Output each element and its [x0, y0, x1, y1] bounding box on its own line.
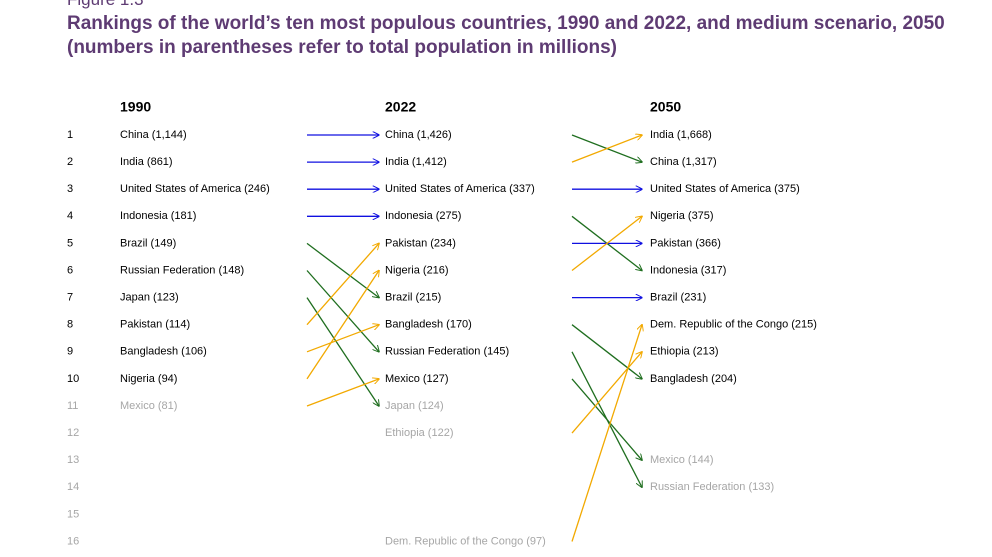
country-entry: Pakistan (234) — [385, 237, 456, 249]
column-header-1990: 1990 — [120, 99, 151, 115]
country-entry: China (1,144) — [120, 129, 187, 141]
rank-change-arrow — [571, 135, 642, 163]
rank-number: 2 — [67, 156, 73, 168]
country-entry: United States of America (246) — [120, 183, 270, 195]
country-entry: Mexico (127) — [385, 373, 449, 385]
rank-change-arrow — [306, 270, 379, 352]
country-entry: Indonesia (275) — [385, 210, 461, 222]
country-entry: Bangladesh (170) — [385, 319, 472, 331]
rank-number: 5 — [67, 237, 73, 249]
rank-number: 7 — [67, 292, 73, 304]
chart-title: Rankings of the world’s ten most populou… — [67, 13, 945, 58]
country-entry: Indonesia (181) — [120, 210, 196, 222]
rank-number: 8 — [67, 319, 73, 331]
rank-number: 3 — [67, 183, 73, 195]
rank-change-arrow — [306, 242, 379, 297]
rank-number: 15 — [67, 508, 79, 520]
country-entry: Brazil (231) — [650, 292, 706, 304]
country-entry: China (1,317) — [650, 156, 717, 168]
rank-number: 11 — [67, 400, 78, 412]
rank-change-arrow — [306, 271, 379, 380]
rank-number: 9 — [67, 346, 73, 358]
country-entry: Russian Federation (133) — [650, 481, 774, 493]
country-entry: Indonesia (317) — [650, 264, 726, 276]
country-entry: Pakistan (114) — [120, 319, 190, 331]
country-entry: Bangladesh (204) — [650, 373, 737, 385]
rank-change-arrow — [571, 378, 642, 460]
country-entry: Ethiopia (213) — [650, 346, 719, 358]
country-entry: India (1,412) — [385, 156, 447, 168]
country-entry: Russian Federation (148) — [120, 264, 244, 276]
country-entry: Dem. Republic of the Congo (215) — [650, 319, 817, 331]
rank-change-arrow — [306, 325, 379, 353]
column-header-2022: 2022 — [385, 99, 416, 115]
country-entry: United States of America (337) — [385, 183, 535, 195]
country-entry: Brazil (149) — [120, 237, 176, 249]
country-entry: Dem. Republic of the Congo (97) — [385, 535, 546, 547]
country-entry: Japan (123) — [120, 292, 179, 304]
rank-number: 16 — [67, 535, 79, 547]
country-entry: Nigeria (94) — [120, 373, 177, 385]
country-entry: Nigeria (375) — [650, 210, 714, 222]
rank-number: 14 — [67, 481, 79, 493]
country-entry: Brazil (215) — [385, 292, 441, 304]
country-entry: Russian Federation (145) — [385, 346, 509, 358]
rank-change-arrow — [306, 297, 379, 406]
rank-number: 13 — [67, 454, 79, 466]
country-entry: India (861) — [120, 156, 173, 168]
country-entry: Ethiopia (122) — [385, 427, 454, 439]
country-entry: India (1,668) — [650, 129, 712, 141]
rank-change-arrow — [571, 324, 642, 379]
country-entry: Bangladesh (106) — [120, 346, 207, 358]
rank-change-arrow — [306, 243, 379, 326]
figure-label: Figure 1.3 — [67, 0, 144, 10]
rank-change-arrow — [571, 352, 642, 434]
rank-number: 6 — [67, 264, 73, 276]
rank-change-arrow — [571, 216, 642, 272]
rank-change-arrow — [306, 379, 379, 407]
country-entry: United States of America (375) — [650, 183, 800, 195]
country-entry: Japan (124) — [385, 400, 444, 412]
rank-number: 1 — [67, 129, 73, 141]
country-entry: Mexico (144) — [650, 454, 714, 466]
rank-change-arrow — [571, 325, 642, 542]
rank-number: 10 — [67, 373, 79, 385]
column-header-2050: 2050 — [650, 99, 681, 115]
country-entry: China (1,426) — [385, 129, 452, 141]
country-entry: Nigeria (216) — [385, 264, 449, 276]
country-entry: Mexico (81) — [120, 400, 177, 412]
rank-number: 12 — [67, 427, 79, 439]
rank-number: 4 — [67, 210, 73, 222]
country-entry: Pakistan (366) — [650, 237, 721, 249]
